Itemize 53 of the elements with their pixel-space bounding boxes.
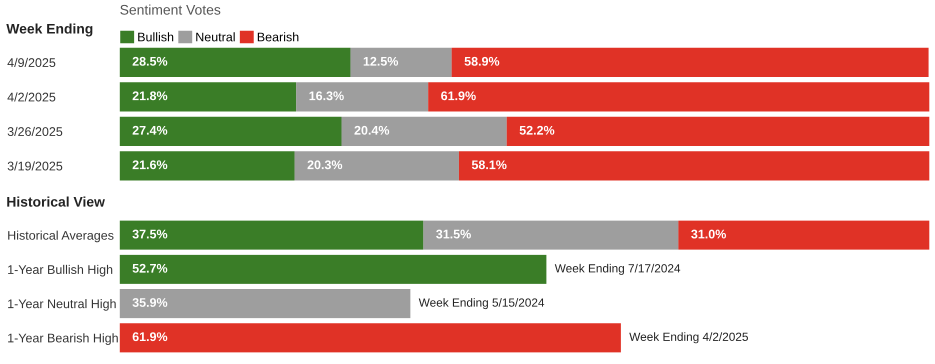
legend-label: Bearish	[258, 32, 298, 42]
annotation: Week Ending 4/2/2025	[629, 332, 748, 344]
bar	[342, 116, 507, 146]
data-label: 16.3%	[309, 91, 344, 100]
data-label: 31.0%	[691, 230, 726, 239]
y-tick-label: 3/26/2025	[8, 126, 62, 136]
data-label: 12.5%	[364, 56, 398, 66]
annotation: Week Ending 5/15/2024	[418, 298, 544, 310]
bar	[120, 82, 296, 112]
data-label: 52.2%	[520, 126, 554, 135]
legend-label: Bullish	[138, 32, 174, 42]
data-label: 61.9%	[441, 91, 476, 100]
data-label: 58.9%	[464, 56, 500, 66]
data-label: 20.4%	[354, 126, 390, 135]
data-label: 61.9%	[132, 332, 168, 342]
y-tick-label: 4/9/2025	[7, 58, 56, 68]
data-label: 21.6%	[132, 160, 168, 170]
y-tick-label: 1-Year Bullish High	[8, 264, 112, 276]
bar	[120, 323, 621, 352]
bar	[506, 116, 930, 146]
bar	[120, 151, 295, 181]
data-label: 31.5%	[436, 230, 471, 239]
data-label: 28.5%	[132, 56, 168, 66]
annotation: Week Ending 7/17/2024	[554, 264, 680, 275]
data-label: 52.7%	[132, 264, 168, 273]
y-tick-label: 1-Year Neutral High	[8, 299, 116, 311]
bar	[423, 220, 678, 250]
bar	[678, 220, 930, 250]
y-axis-title: Historical View	[7, 196, 105, 207]
bar	[350, 48, 452, 78]
chart-title: Sentiment Votes	[120, 4, 220, 15]
bar	[120, 48, 350, 78]
data-label: 21.8%	[132, 91, 168, 100]
bar	[120, 254, 546, 284]
bar	[120, 220, 424, 250]
bar	[296, 82, 428, 112]
data-label: 27.4%	[132, 126, 168, 135]
legend-label: Neutral	[196, 32, 235, 42]
y-tick-label: 4/2/2025	[7, 92, 56, 102]
bar	[120, 116, 342, 146]
y-tick-label: 1-Year Bearish High	[8, 333, 118, 345]
y-axis-title: Week Ending	[6, 23, 92, 36]
bar	[428, 82, 930, 112]
bar	[452, 48, 929, 78]
data-label: 37.5%	[132, 230, 168, 239]
data-label: 20.3%	[308, 160, 342, 170]
y-tick-label: 3/19/2025	[8, 161, 62, 170]
y-tick-label: Historical Averages	[8, 230, 114, 242]
bar	[294, 151, 459, 181]
bar	[120, 289, 410, 318]
data-label: 35.9%	[132, 298, 168, 307]
data-label: 58.1%	[472, 160, 507, 170]
bar	[458, 151, 930, 181]
